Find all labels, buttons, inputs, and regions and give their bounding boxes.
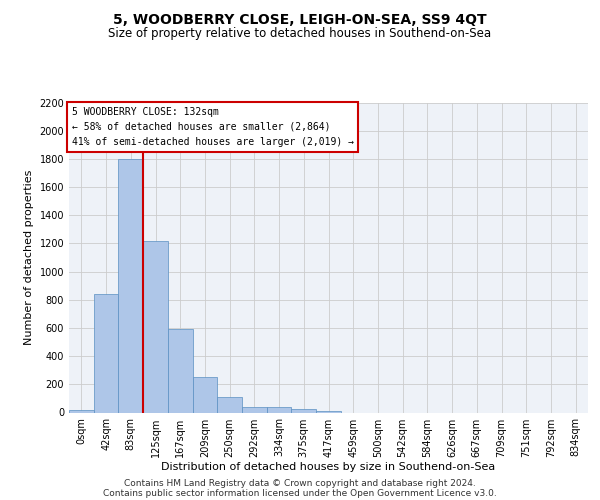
- Bar: [94, 294, 118, 412]
- Text: Contains HM Land Registry data © Crown copyright and database right 2024.: Contains HM Land Registry data © Crown c…: [124, 478, 476, 488]
- Bar: [69, 410, 94, 412]
- Bar: [217, 397, 242, 412]
- Bar: [193, 376, 217, 412]
- Bar: [267, 407, 292, 412]
- X-axis label: Distribution of detached houses by size in Southend-on-Sea: Distribution of detached houses by size …: [161, 462, 496, 472]
- Bar: [242, 407, 267, 412]
- Bar: [292, 409, 316, 412]
- Bar: [143, 240, 168, 412]
- Text: Contains public sector information licensed under the Open Government Licence v3: Contains public sector information licen…: [103, 488, 497, 498]
- Y-axis label: Number of detached properties: Number of detached properties: [24, 170, 34, 345]
- Text: 5, WOODBERRY CLOSE, LEIGH-ON-SEA, SS9 4QT: 5, WOODBERRY CLOSE, LEIGH-ON-SEA, SS9 4Q…: [113, 12, 487, 26]
- Text: Size of property relative to detached houses in Southend-on-Sea: Size of property relative to detached ho…: [109, 28, 491, 40]
- Bar: [316, 411, 341, 412]
- Bar: [118, 159, 143, 412]
- Bar: [168, 330, 193, 412]
- Text: 5 WOODBERRY CLOSE: 132sqm
← 58% of detached houses are smaller (2,864)
41% of se: 5 WOODBERRY CLOSE: 132sqm ← 58% of detac…: [71, 107, 353, 147]
